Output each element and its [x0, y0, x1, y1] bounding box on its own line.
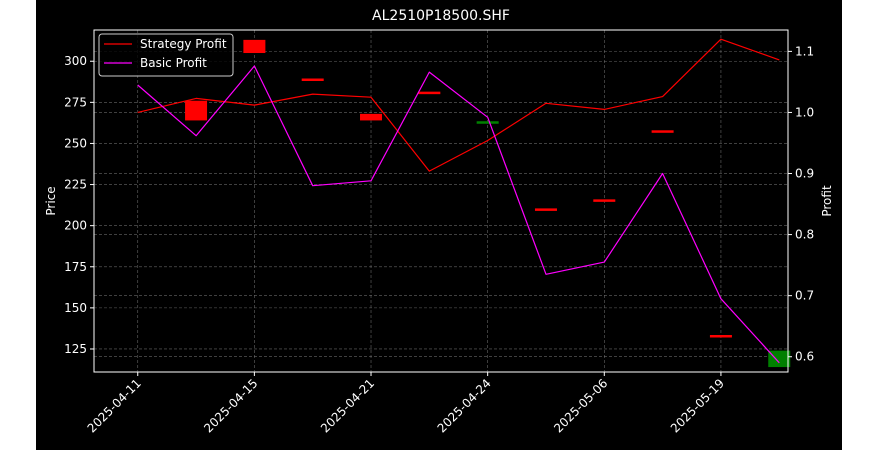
y2-tick-label: 1.0	[795, 105, 814, 119]
y2-tick-label: 0.9	[795, 167, 814, 181]
y2-axis-label: Profit	[820, 185, 834, 217]
y2-tick-label: 0.8	[795, 228, 814, 242]
candle-body	[476, 121, 499, 124]
y2-tick-label: 0.6	[795, 350, 814, 364]
candle-body	[185, 100, 208, 121]
plot-frame	[93, 29, 789, 373]
chart-title: AL2510P18500.SHF	[372, 8, 510, 24]
y-tick-label: 150	[64, 301, 87, 315]
y-tick-label: 200	[64, 219, 87, 233]
candle-body	[534, 208, 557, 211]
candle-body	[768, 350, 791, 368]
series-line-strategy-profit	[137, 38, 780, 172]
y-axis-left: 125 150 175 200 225 250 275 300	[64, 54, 94, 356]
y-tick-label: 250	[64, 136, 87, 150]
candle-body	[243, 39, 266, 54]
legend-label-basic-profit: Basic Profit	[140, 56, 207, 70]
y-tick-label: 225	[64, 178, 87, 192]
candle-body	[593, 199, 616, 202]
series-line-basic-profit	[137, 65, 780, 364]
candle-body	[360, 113, 383, 121]
y-axis-right: 0.6 0.7 0.8 0.9 1.0 1.1	[788, 44, 814, 364]
legend-box	[98, 33, 234, 77]
candle-body	[301, 78, 324, 82]
candles	[185, 39, 791, 368]
series-lines	[137, 38, 780, 364]
candle-body	[418, 91, 441, 95]
candle-body	[651, 130, 674, 133]
legend: Strategy Profit Basic Profit	[98, 33, 234, 77]
candle-body	[709, 335, 732, 338]
legend-label-strategy-profit: Strategy Profit	[140, 37, 227, 51]
y-tick-label: 275	[64, 95, 87, 109]
y-axis-label: Price	[44, 186, 58, 215]
y2-tick-label: 0.7	[795, 289, 814, 303]
y-tick-label: 300	[64, 54, 87, 68]
y-tick-label: 175	[64, 260, 87, 274]
y-tick-label: 125	[64, 342, 87, 356]
y2-tick-label: 1.1	[795, 44, 814, 58]
grid	[94, 30, 788, 372]
